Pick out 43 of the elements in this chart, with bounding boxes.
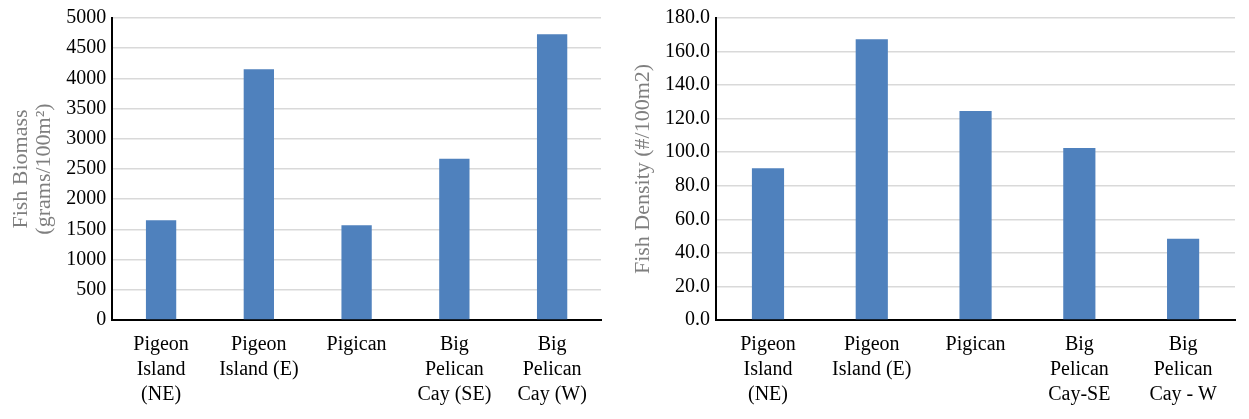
- y-tick-label: 4500: [66, 35, 107, 58]
- y-tick-label: 0.0: [685, 307, 711, 330]
- bar: [751, 168, 785, 320]
- bar: [243, 69, 274, 320]
- y-tick-label: 100.0: [665, 139, 711, 162]
- bar: [1167, 238, 1200, 320]
- y-tick-label: 4000: [66, 65, 107, 88]
- y-tick-label: 80.0: [675, 173, 711, 196]
- bar: [1063, 148, 1096, 320]
- y-tick-label: 120.0: [665, 105, 711, 128]
- x-tick-label: Big Pelican Cay (W): [517, 331, 587, 405]
- y-tick-label: 1000: [66, 246, 107, 269]
- x-tick-label: Big Pelican Cay (SE): [417, 331, 492, 405]
- y-tick-label: 5000: [66, 5, 107, 28]
- x-tick-label: Pigeon Island (NE): [133, 331, 189, 405]
- bar: [439, 158, 470, 320]
- y-tick-label: 40.0: [675, 240, 711, 263]
- x-tick-label: Big Pelican Cay - W: [1149, 331, 1217, 405]
- y-axis-title: Fish Density (#/100m2): [629, 63, 655, 275]
- bar: [855, 39, 888, 320]
- y-tick-label: 1500: [66, 216, 107, 239]
- y-tick-label: 160.0: [665, 38, 711, 61]
- x-tick-label: Pigican: [326, 331, 387, 355]
- bar: [959, 110, 992, 320]
- y-tick-label: 0: [96, 307, 107, 330]
- y-tick-label: 3500: [66, 95, 107, 118]
- y-tick-label: 20.0: [675, 273, 711, 296]
- x-tick-label: Pigeon Island (E): [832, 331, 912, 380]
- bar: [341, 225, 372, 320]
- x-tick-label: Pigeon Island (E): [219, 331, 299, 380]
- x-tick-label: Big Pelican Cay-SE: [1048, 331, 1111, 405]
- x-tick-label: Pigican: [945, 331, 1006, 355]
- bar: [536, 34, 568, 320]
- y-axis-title: Fish Biomass (grams/100m²): [7, 103, 56, 235]
- y-tick-label: 180.0: [665, 5, 711, 28]
- y-tick-label: 2500: [66, 156, 107, 179]
- y-tick-label: 60.0: [675, 206, 711, 229]
- y-tick-label: 140.0: [665, 72, 711, 95]
- y-tick-label: 2000: [66, 186, 107, 209]
- y-tick-label: 3000: [66, 126, 107, 149]
- x-tick-label: Pigeon Island (NE): [740, 331, 796, 405]
- y-tick-label: 500: [76, 277, 107, 300]
- bar: [145, 220, 177, 320]
